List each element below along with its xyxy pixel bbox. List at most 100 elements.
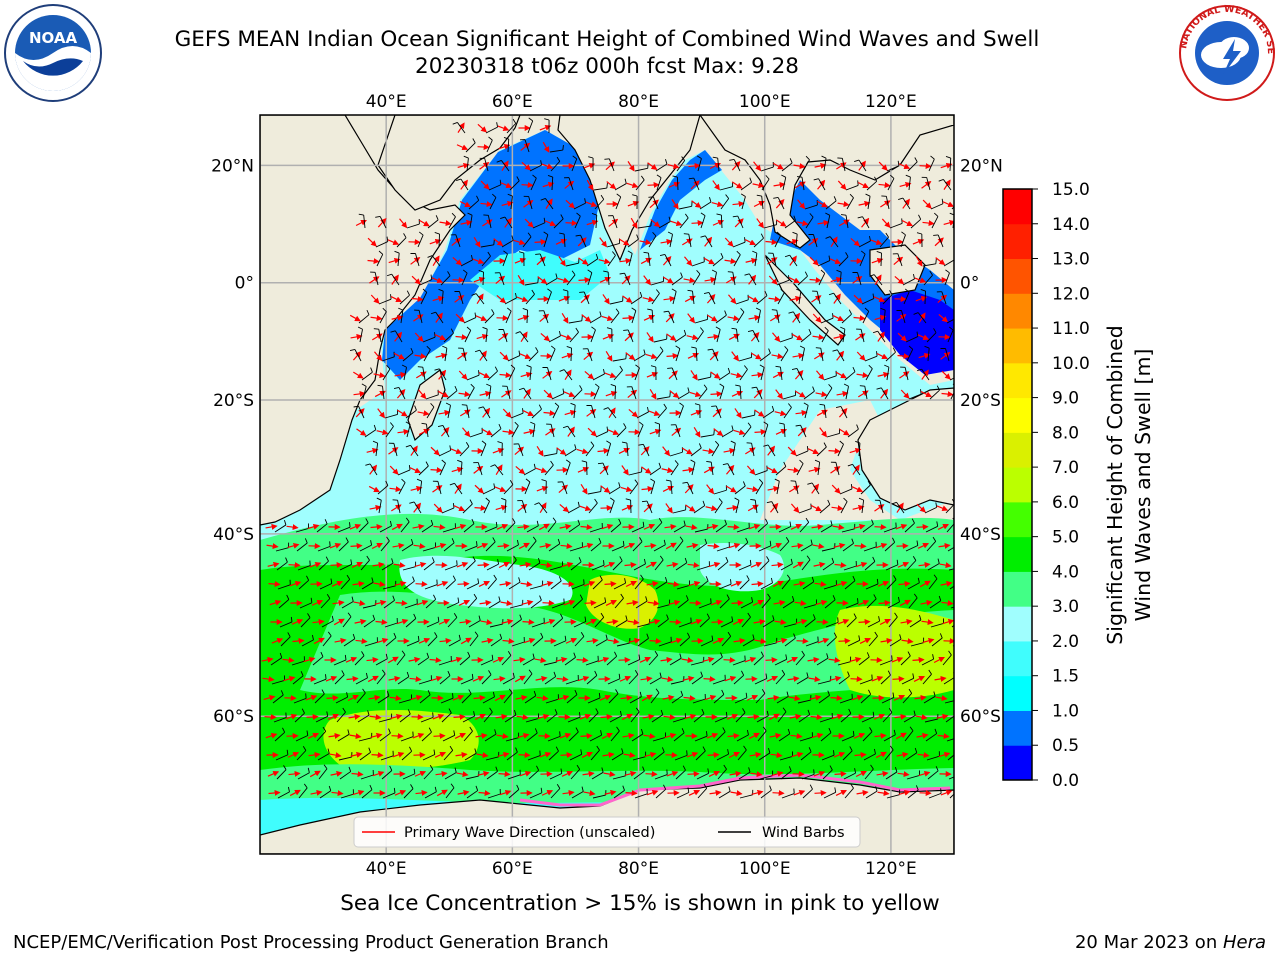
wave-direction-arrow <box>687 313 696 324</box>
wind-barb-shaft <box>524 282 538 286</box>
lon-tick-label-bottom: 60°E <box>492 859 533 879</box>
wind-barb-flag <box>619 365 623 371</box>
wave-direction-arrow <box>459 200 471 208</box>
wave-direction-arrow <box>830 466 841 474</box>
wind-barb-shaft <box>802 159 810 172</box>
wave-direction-arrow <box>625 790 638 797</box>
wind-barb-flag <box>597 462 604 465</box>
wave-direction-arrow <box>703 676 716 683</box>
wave-direction-arrow <box>683 277 696 284</box>
wind-barb-shaft <box>833 292 842 305</box>
wind-barb-flag <box>958 540 959 545</box>
colorbar-bin <box>1003 501 1032 538</box>
wind-barb-flag <box>703 384 708 390</box>
wind-barb-shaft <box>539 253 546 267</box>
wind-barb-shaft <box>501 160 510 172</box>
wind-barb-flag <box>435 215 439 221</box>
wave-direction-arrow <box>604 580 617 587</box>
wave-direction-arrow <box>410 256 421 265</box>
wind-barb-shaft <box>374 272 379 286</box>
wind-barb-shaft <box>739 385 742 400</box>
wind-barb-flag <box>451 212 456 218</box>
wind-barb-flag <box>828 384 833 389</box>
wind-barb-shaft <box>637 225 651 229</box>
wind-barb-shaft <box>751 443 755 457</box>
wave-direction-arrow <box>388 447 399 455</box>
wave-direction-arrow <box>649 388 657 400</box>
wind-barb-flag <box>674 460 679 465</box>
wind-barb-shaft <box>699 201 712 210</box>
wave-direction-arrow <box>493 238 504 247</box>
wind-barb-shaft <box>631 310 637 324</box>
wave-direction-arrow <box>896 313 907 322</box>
wave-direction-arrow <box>524 218 534 228</box>
wind-barb-shaft <box>570 347 572 362</box>
wind-barb-flag <box>730 579 732 585</box>
wave-direction-arrow <box>880 388 889 399</box>
wave-direction-arrow <box>746 486 759 493</box>
wind-barb-shaft <box>427 219 439 229</box>
wave-direction-arrow <box>711 618 724 625</box>
wind-barb-flag <box>744 237 746 243</box>
wind-barb-shaft <box>398 482 406 495</box>
wave-direction-arrow <box>473 236 481 248</box>
wind-barb-shaft <box>531 408 542 419</box>
wind-barb-flag <box>487 251 491 257</box>
colorbar-tick-label: 13.0 <box>1052 250 1090 270</box>
wave-direction-arrow <box>432 295 445 302</box>
colorbar-tick-label: 6.0 <box>1052 493 1079 513</box>
wind-barb-shaft <box>488 386 492 400</box>
wind-barb-flag <box>780 288 785 293</box>
wind-barb-flag <box>736 250 741 255</box>
wave-direction-arrow <box>816 370 825 381</box>
wind-barb-flag <box>799 345 805 349</box>
wave-direction-arrow <box>691 219 704 226</box>
wind-barb-flag <box>876 251 882 254</box>
wind-barb-flag <box>740 193 746 197</box>
wind-barb-flag <box>559 369 565 372</box>
wind-barb-shaft <box>418 465 429 476</box>
wind-barb-shaft <box>460 462 463 476</box>
wind-barb-flag <box>476 195 480 201</box>
wind-barb-flag <box>441 459 446 464</box>
wind-barb-shaft <box>379 216 387 229</box>
wave-direction-arrow <box>366 447 379 454</box>
wind-barb-shaft <box>447 405 451 419</box>
wind-barb-flag <box>498 423 502 429</box>
wind-barb-shaft <box>789 254 798 267</box>
wave-direction-arrow <box>457 352 468 360</box>
wind-barb-flag <box>687 289 693 292</box>
wave-direction-arrow <box>567 426 575 437</box>
wave-direction-arrow <box>477 144 490 151</box>
wave-direction-arrow <box>857 181 869 189</box>
wind-barb-flag <box>825 236 831 239</box>
wind-barb-flag <box>884 364 890 368</box>
wave-direction-arrow <box>601 315 614 322</box>
wind-barb-shaft <box>782 177 787 191</box>
wave-direction-arrow <box>727 524 740 531</box>
colorbar-bin <box>1003 536 1032 572</box>
wind-barb-flag <box>667 231 673 235</box>
wind-barb-shaft <box>526 309 528 324</box>
wind-barb-flag <box>857 216 863 219</box>
wave-direction-arrow <box>542 600 555 607</box>
wind-barb-flag <box>828 292 834 296</box>
wind-barb-flag <box>683 329 687 335</box>
colorbar-bin <box>1003 606 1032 642</box>
wave-direction-arrow <box>268 581 281 588</box>
wind-barb-shaft <box>927 348 930 362</box>
wind-barb-flag <box>639 291 643 297</box>
wind-barb-flag <box>543 231 549 235</box>
wind-barb-shaft <box>816 291 821 305</box>
wind-barb-flag <box>481 440 487 445</box>
wave-direction-arrow <box>580 484 588 495</box>
wind-barb-flag <box>353 405 359 408</box>
wave-direction-arrow <box>839 428 850 436</box>
wave-direction-arrow <box>871 257 884 264</box>
wind-barb-shaft <box>858 443 861 457</box>
wind-barb-shaft <box>467 387 475 400</box>
wave-direction-arrow <box>497 125 510 132</box>
lat-tick-label-right: 20°N <box>960 156 1003 176</box>
wave-direction-arrow <box>432 485 443 493</box>
wind-barb-shaft <box>838 256 849 267</box>
